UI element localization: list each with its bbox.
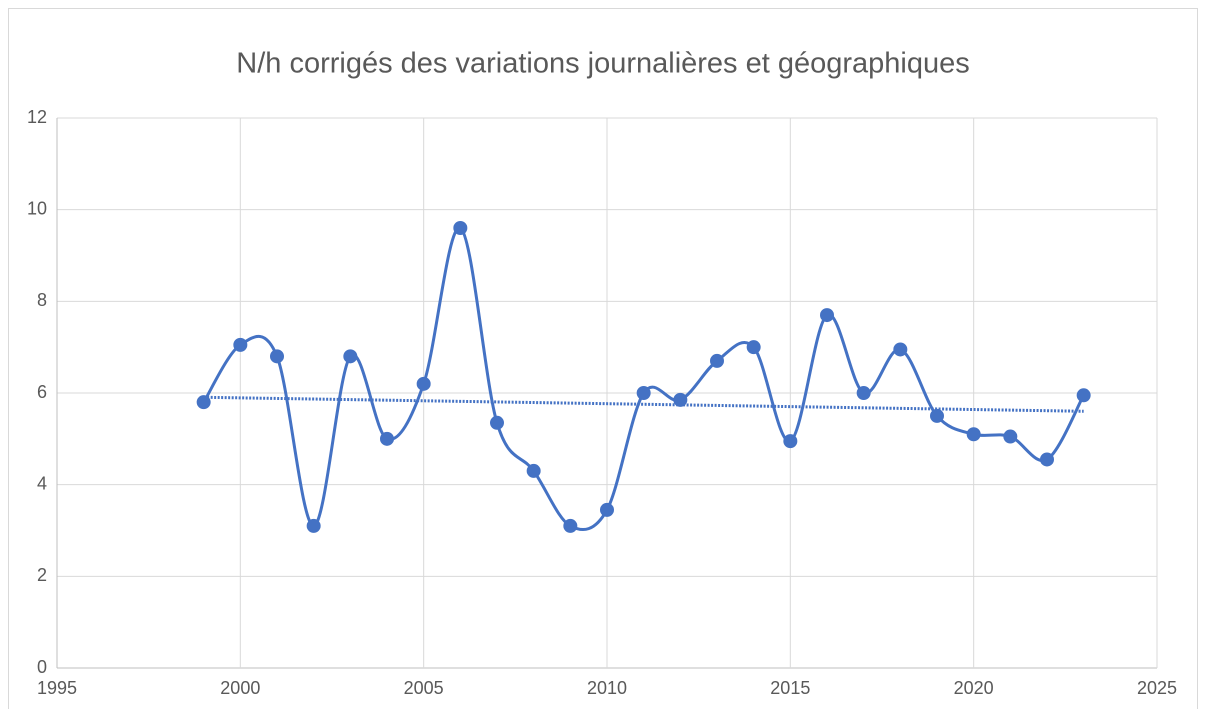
x-tick-label: 1995 [37, 678, 77, 698]
data-point [1040, 452, 1054, 467]
y-tick-label: 0 [37, 657, 47, 677]
x-tick-label: 2015 [770, 678, 810, 698]
data-point [746, 340, 761, 355]
x-tick-label: 2025 [1137, 678, 1177, 698]
data-point [196, 395, 211, 410]
x-tick-label: 2010 [587, 678, 627, 698]
chart-border [8, 8, 1198, 709]
data-point [233, 337, 248, 352]
y-tick-label: 2 [37, 565, 47, 585]
x-tick-label: 2000 [220, 678, 260, 698]
y-tick-label: 4 [37, 473, 47, 493]
data-point [526, 463, 541, 478]
y-tick-label: 6 [37, 382, 47, 402]
data-point [343, 349, 358, 364]
y-tick-label: 12 [27, 107, 47, 127]
data-point [563, 518, 578, 533]
data-point [1003, 429, 1018, 444]
data-point [673, 392, 688, 407]
y-tick-label: 8 [37, 290, 47, 310]
data-point [453, 221, 468, 235]
data-point [600, 502, 614, 517]
data-point [636, 386, 651, 400]
y-tick-label: 10 [27, 198, 47, 218]
data-point [490, 415, 504, 430]
x-tick-label: 2020 [954, 678, 994, 698]
series-line [202, 226, 1085, 532]
chart-title: N/h corrigés des variations journalières… [236, 48, 969, 80]
data-point [783, 434, 798, 449]
data-point [820, 308, 834, 323]
data-point [306, 518, 321, 533]
data-point [966, 427, 981, 442]
data-point [416, 376, 431, 391]
data-point [380, 431, 394, 446]
data-point [930, 408, 944, 423]
data-point [710, 353, 724, 368]
x-tick-label: 2005 [404, 678, 444, 698]
data-point [1076, 388, 1091, 403]
data-point [893, 342, 908, 357]
data-point [270, 349, 284, 364]
data-point [856, 386, 871, 400]
